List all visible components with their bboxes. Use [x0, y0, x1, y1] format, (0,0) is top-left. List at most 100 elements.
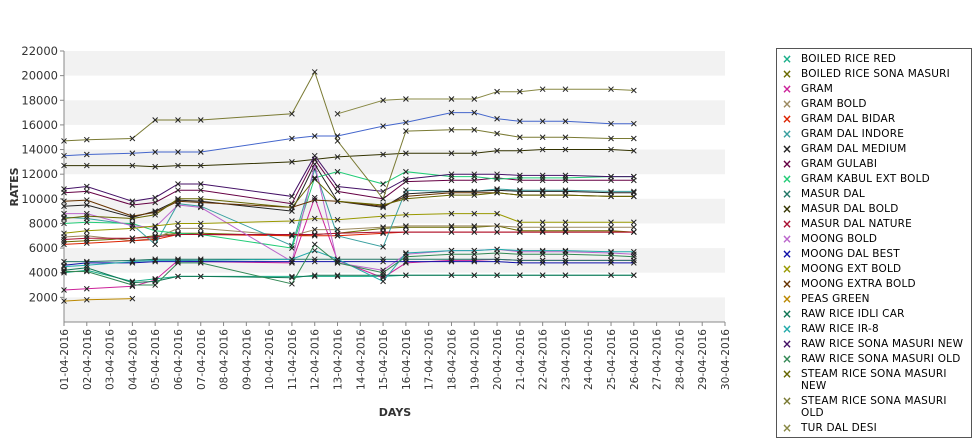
y-axis-label: RATES	[8, 167, 21, 206]
legend-item: × BOILED RICE RED	[777, 53, 971, 65]
data-point	[380, 123, 386, 129]
data-point	[129, 223, 136, 229]
x-tick-label: 03-04-2016	[105, 329, 117, 390]
data-point	[83, 202, 90, 208]
data-point	[175, 195, 181, 202]
data-point	[517, 147, 523, 154]
data-point	[197, 187, 204, 194]
x-tick-label: 05-04-2016	[150, 329, 162, 390]
legend-marker-icon: ×	[782, 202, 793, 216]
data-point	[129, 150, 136, 157]
legend-item: × STEAM RICE SONA MASURI OLD	[777, 395, 971, 419]
data-point	[152, 282, 159, 288]
legend-marker-icon: ×	[782, 142, 793, 156]
legend-marker-icon: ×	[782, 352, 793, 366]
data-point	[311, 272, 318, 279]
legend-marker-icon: ×	[782, 247, 793, 261]
data-point	[494, 210, 500, 217]
x-tick-label: 13-04-2016	[333, 329, 345, 390]
data-point	[289, 245, 295, 251]
data-point	[152, 211, 159, 218]
legend-label: GRAM DAL MEDIUM	[801, 143, 907, 155]
legend-label: GRAM BOLD	[801, 98, 867, 110]
data-point	[608, 219, 614, 226]
data-point	[311, 226, 318, 233]
data-point	[517, 134, 523, 141]
data-point	[311, 256, 318, 263]
data-point	[175, 149, 181, 155]
legend-item: × MASUR DAL BOLD	[777, 203, 971, 215]
data-point	[562, 251, 569, 258]
data-point	[539, 272, 546, 279]
data-point	[539, 229, 546, 235]
data-point	[175, 162, 181, 169]
legend-label: GRAM	[801, 83, 834, 95]
data-point	[562, 229, 569, 235]
data-point	[197, 257, 204, 264]
data-point	[289, 135, 295, 142]
legend-marker-icon: ×	[782, 262, 793, 276]
legend-marker-icon: ×	[782, 277, 793, 291]
data-point	[517, 118, 523, 125]
legend-marker-icon: ×	[782, 52, 793, 66]
data-point	[471, 126, 478, 133]
data-point	[608, 86, 614, 93]
x-tick-label: 11-04-2016	[287, 329, 299, 390]
data-point	[403, 128, 409, 134]
legend-marker-icon: ×	[782, 217, 793, 231]
data-point	[197, 162, 204, 169]
data-point	[562, 257, 569, 264]
grid-bands	[64, 51, 725, 322]
x-tick-label: 30-04-2016	[720, 329, 732, 390]
data-point	[517, 251, 523, 258]
data-point	[334, 198, 341, 205]
y-tick-label: 14000	[21, 143, 58, 157]
data-point	[562, 172, 569, 179]
data-point	[152, 241, 159, 248]
data-point	[562, 146, 569, 153]
data-point	[448, 150, 455, 157]
data-point	[494, 176, 500, 182]
legend-label: RAW RICE IDLI CAR	[801, 308, 905, 320]
data-point	[61, 241, 67, 248]
data-point	[334, 183, 341, 190]
data-point	[562, 175, 569, 181]
series-raw-rice-idli-car	[61, 264, 637, 286]
data-point	[289, 193, 295, 200]
data-point	[380, 181, 386, 187]
axes	[63, 51, 725, 323]
data-point	[608, 135, 614, 142]
legend-item: × MOONG EXTRA BOLD	[777, 278, 971, 290]
data-point	[197, 181, 204, 187]
data-point	[448, 173, 455, 180]
data-point	[175, 273, 181, 280]
data-point	[61, 239, 67, 245]
series-steam-rice-sona-masuri-old	[61, 69, 637, 202]
x-axis-ticks: 01-04-2016 02-04-2016 03-04-2016 04-04-2016…	[59, 322, 732, 390]
legend-label: PEAS GREEN	[801, 293, 870, 305]
legend-label: GRAM DAL BIDAR	[801, 113, 896, 125]
x-tick-label: 06-04-2016	[173, 329, 185, 390]
data-point	[175, 220, 181, 227]
data-point	[129, 225, 136, 232]
data-point	[61, 138, 67, 144]
y-axis-ticks: 2000 4000 6000 8000 10000 12000 14000 16000 1800…	[21, 44, 64, 304]
data-point	[448, 210, 455, 217]
data-point	[448, 126, 455, 133]
legend-label: RAW RICE SONA MASURI OLD	[801, 353, 961, 365]
data-point	[61, 186, 67, 192]
data-point	[152, 257, 159, 264]
series-raw-rice-ir-8	[61, 246, 637, 285]
legend-label: MOONG EXT BOLD	[801, 263, 902, 275]
data-point	[380, 195, 386, 202]
data-point	[83, 227, 90, 234]
legend-marker-icon: ×	[782, 421, 793, 435]
data-point	[129, 215, 136, 222]
data-point	[380, 202, 386, 208]
data-point	[471, 256, 478, 263]
legend-item: × GRAM	[777, 83, 971, 95]
series-tur-dal-best	[61, 109, 637, 159]
data-point	[562, 177, 569, 184]
data-point	[471, 173, 478, 180]
x-tick-label: 10-04-2016	[264, 329, 276, 390]
